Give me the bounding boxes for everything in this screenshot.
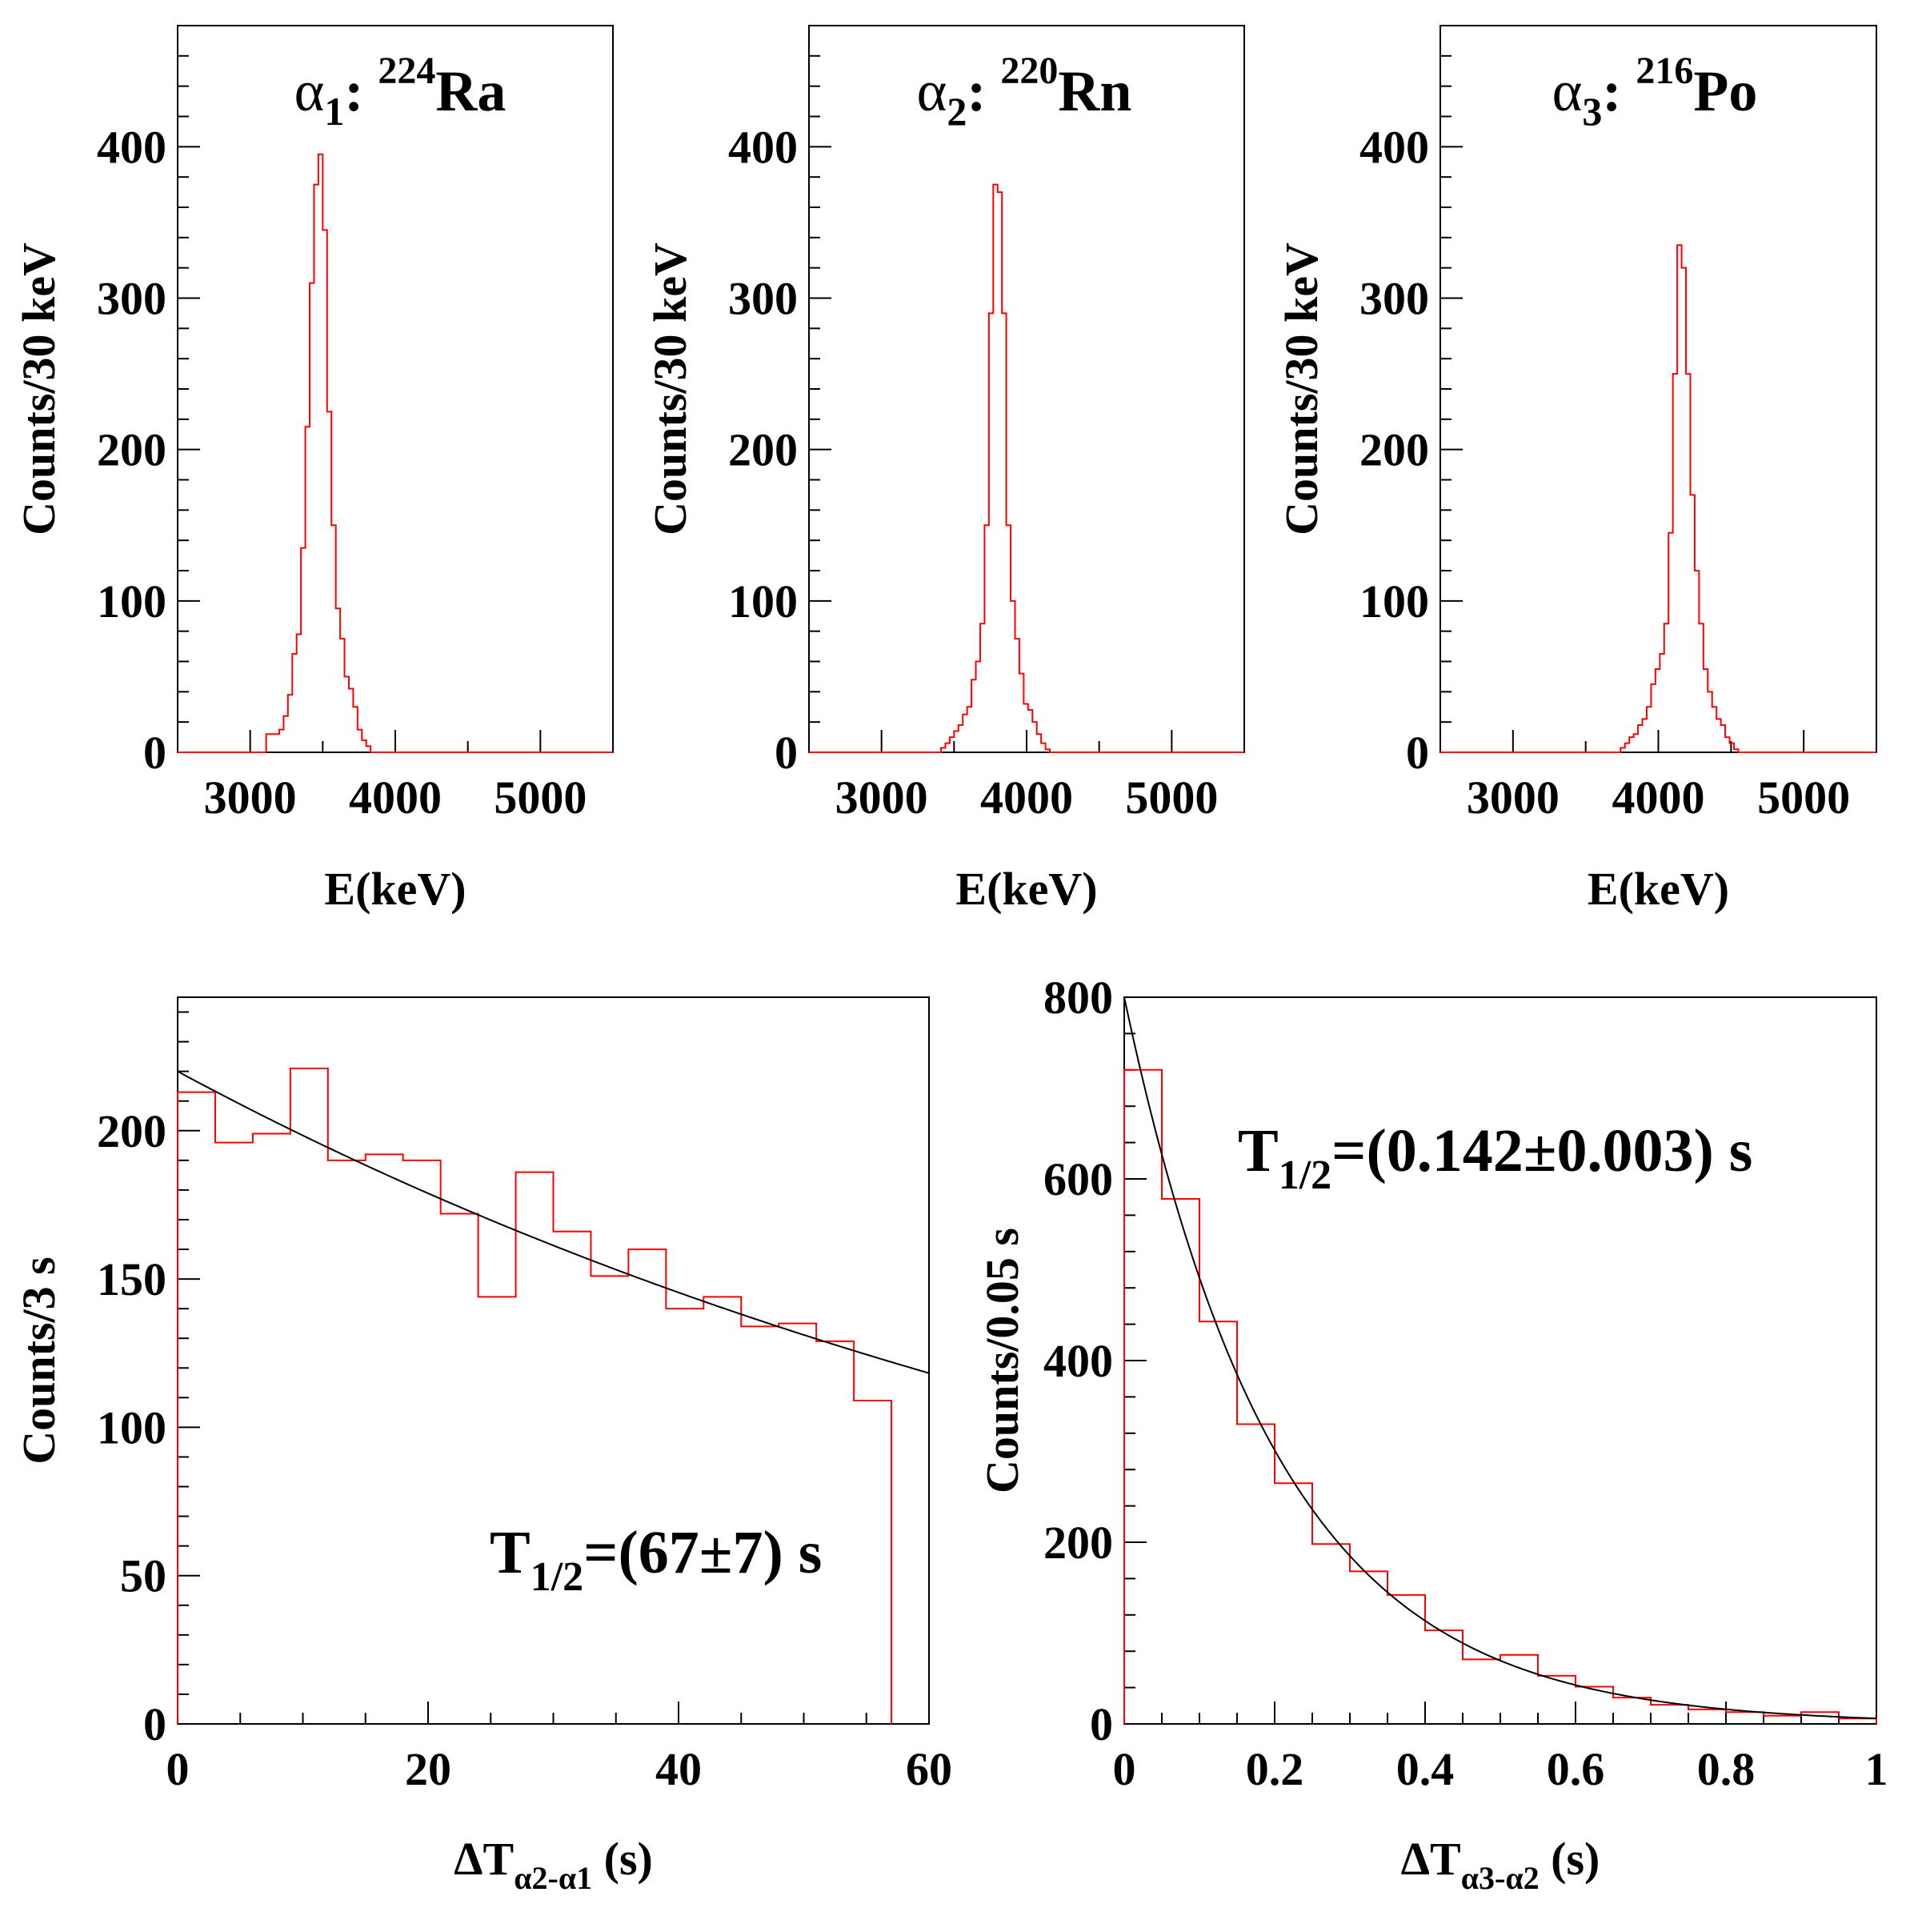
y-tick-label: 200 — [97, 1105, 166, 1157]
y-tick-label: 0 — [775, 727, 798, 779]
x-tick-label: 5000 — [494, 772, 587, 824]
x-tick-label: 0 — [1113, 1743, 1136, 1795]
panel-title: α1: 224Ra — [294, 50, 507, 134]
panel-2: 0 100 200 300 400 3000 4000 5000 Counts/30 keV E(… — [644, 25, 1245, 915]
y-tick-label: 300 — [1359, 273, 1429, 325]
y-tick-label: 100 — [97, 575, 166, 627]
y-tick-label: 100 — [728, 575, 798, 627]
y-tick-label: 0 — [1090, 1698, 1113, 1750]
y-tick-label: 50 — [120, 1550, 166, 1602]
x-tick-label: 20 — [405, 1743, 451, 1795]
y-tick-label: 100 — [1359, 575, 1429, 627]
x-axis-title: ΔTα3-α2 (s) — [1401, 1833, 1600, 1896]
half-life-annotation: T1/2=(0.142±0.003) s — [1238, 1117, 1752, 1198]
y-axis-title: Counts/0.05 s — [976, 1228, 1028, 1493]
x-tick-label: 3000 — [204, 772, 297, 824]
y-tick-label: 0 — [143, 727, 166, 779]
x-axis-title: E(keV) — [1588, 863, 1729, 915]
y-tick-label: 400 — [1043, 1335, 1113, 1387]
x-tick-label: 60 — [906, 1743, 952, 1795]
x-tick-label: 0.6 — [1547, 1743, 1605, 1795]
fit-curve — [1123, 996, 1877, 1720]
x-tick-label: 0.2 — [1246, 1743, 1304, 1795]
y-axis-title: Counts/30 keV — [644, 243, 696, 535]
panel-3: 0 100 200 300 400 3000 4000 5000 Counts/30 keV E(… — [1275, 25, 1877, 915]
panel-title: α2: 220Rn — [917, 50, 1132, 134]
y-tick-label: 100 — [97, 1401, 166, 1453]
y-tick-label: 300 — [728, 273, 798, 325]
y-tick-label: 150 — [97, 1253, 166, 1305]
x-axis-title: ΔTα2-α1 (s) — [454, 1833, 653, 1896]
x-tick-label: 0.4 — [1396, 1743, 1455, 1795]
x-axis-title: E(keV) — [324, 863, 466, 915]
x-tick-label: 4000 — [349, 772, 442, 824]
y-axis-title: Counts/30 keV — [1275, 243, 1327, 535]
x-tick-label: 4000 — [980, 772, 1073, 824]
histogram-series — [177, 1067, 893, 1724]
y-tick-label: 600 — [1043, 1153, 1113, 1205]
x-tick-label: 5000 — [1125, 772, 1218, 824]
x-tick-label: 1 — [1865, 1743, 1888, 1795]
x-tick-label: 0 — [166, 1743, 190, 1795]
y-tick-label: 400 — [1359, 121, 1429, 173]
y-axis-title: Counts/30 keV — [13, 243, 65, 535]
plot-frame — [808, 25, 1245, 753]
y-tick-label: 300 — [97, 273, 166, 325]
y-axis-title: Counts/3 s — [13, 1257, 65, 1464]
x-tick-label: 3000 — [835, 772, 928, 824]
panel-4: 0 50 100 150 200 0 20 40 60 Counts/3 s ΔTα2-α1 (s)… — [13, 996, 952, 1896]
x-tick-label: 4000 — [1612, 772, 1705, 824]
histogram-series — [809, 183, 1244, 753]
y-tick-label: 400 — [728, 121, 798, 173]
y-tick-label: 800 — [1043, 972, 1113, 1024]
histogram-series — [1440, 244, 1876, 753]
x-tick-label: 3000 — [1467, 772, 1560, 824]
y-tick-label: 200 — [1359, 424, 1429, 476]
y-tick-label: 200 — [728, 424, 798, 476]
x-tick-label: 0.8 — [1697, 1743, 1756, 1795]
y-tick-label: 0 — [143, 1698, 166, 1750]
x-tick-label: 40 — [655, 1743, 702, 1795]
panel-1: 0 100 200 300 400 3000 4000 5000 Counts/30 keV E(… — [13, 25, 614, 915]
histogram-series — [178, 153, 613, 753]
plot-frame — [1440, 25, 1877, 753]
panel-title: α3: 216Po — [1552, 50, 1758, 134]
panel-5: 0 200 400 600 800 0 0.2 0.4 0.6 0.8 1 Counts/0.05 s… — [976, 972, 1888, 1896]
x-tick-label: 5000 — [1757, 772, 1850, 824]
y-tick-label: 200 — [1043, 1517, 1113, 1569]
plot-frame — [177, 25, 614, 753]
y-tick-label: 400 — [97, 121, 166, 173]
fit-curve — [177, 1070, 930, 1374]
half-life-annotation: T1/2=(67±7) s — [490, 1519, 822, 1600]
y-tick-label: 200 — [97, 424, 166, 476]
x-axis-title: E(keV) — [955, 863, 1097, 915]
y-tick-label: 0 — [1406, 727, 1429, 779]
